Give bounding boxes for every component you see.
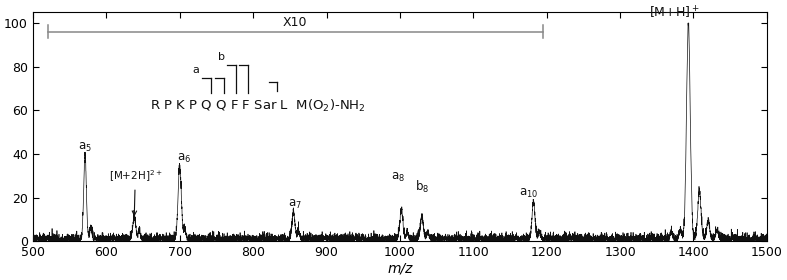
X-axis label: m/z: m/z: [387, 262, 412, 276]
Text: a: a: [192, 66, 199, 75]
Text: b: b: [218, 52, 225, 62]
Text: R P K P Q Q F F Sar L  M(O$_2$)-NH$_2$: R P K P Q Q F F Sar L M(O$_2$)-NH$_2$: [150, 98, 366, 114]
Text: a$_{10}$: a$_{10}$: [519, 187, 538, 200]
Text: X10: X10: [283, 16, 308, 29]
Text: a$_6$: a$_6$: [178, 152, 191, 165]
Text: a$_8$: a$_8$: [391, 171, 405, 185]
Text: a$_7$: a$_7$: [288, 198, 302, 211]
Text: a$_5$: a$_5$: [79, 141, 92, 154]
Text: [M+2H]$^{2+}$: [M+2H]$^{2+}$: [109, 169, 162, 215]
Text: b$_8$: b$_8$: [415, 179, 429, 195]
Text: [M+H]$^+$: [M+H]$^+$: [649, 5, 700, 21]
